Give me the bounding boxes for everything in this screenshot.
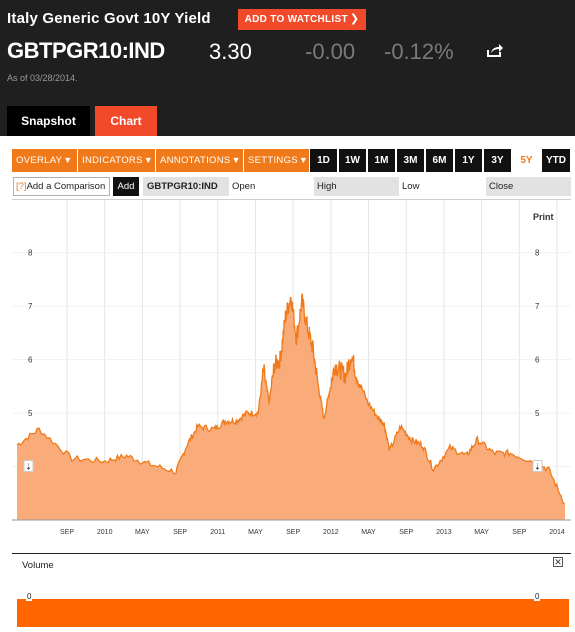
- add-to-watchlist-button[interactable]: ADD TO WATCHLIST ❯: [238, 9, 366, 30]
- marker-box-right: [532, 460, 543, 473]
- tab-chart[interactable]: Chart: [95, 106, 157, 136]
- x-tick-label: MAY: [474, 529, 489, 536]
- volume-panel: Volume ✕ 0 0: [12, 553, 571, 627]
- high-value: High: [314, 177, 399, 196]
- y-tick-label-right: 7: [535, 302, 540, 311]
- annotations-menu[interactable]: ANNOTATIONS▼: [156, 149, 244, 172]
- compare-add-button[interactable]: Add: [113, 177, 139, 196]
- compare-input[interactable]: [?]Add a Comparison: [13, 177, 110, 196]
- x-tick-label: SEP: [399, 529, 413, 536]
- caret-down-icon: ▼: [231, 155, 241, 165]
- y-tick-label-left: 6: [28, 356, 33, 365]
- range-1w-button[interactable]: 1W: [339, 149, 366, 172]
- down-arrow-icon: ⇣: [534, 463, 541, 472]
- close-value: Close: [486, 177, 571, 196]
- x-tick-label: 2011: [210, 529, 225, 536]
- range-3m-button[interactable]: 3M: [397, 149, 424, 172]
- yield-line: [16, 293, 566, 505]
- x-tick-label: SEP: [173, 529, 187, 536]
- view-tabs: Snapshot Chart: [0, 100, 575, 136]
- price-change-percent: -0.12%: [384, 39, 454, 64]
- settings-menu-label: SETTINGS: [248, 155, 298, 166]
- caret-down-icon: ▼: [143, 155, 153, 165]
- range-1y-button[interactable]: 1Y: [455, 149, 482, 172]
- close-icon[interactable]: ✕: [553, 557, 563, 567]
- compare-bar: [?]Add a Comparison Add GBTPGR10:IND Ope…: [12, 177, 571, 196]
- y-tick-label-left: 8: [28, 249, 33, 258]
- y-tick-label-right: 8: [535, 249, 540, 258]
- ticker-symbol: GBTPGR10:IND: [7, 38, 165, 63]
- range-3y-button[interactable]: 3Y: [484, 149, 511, 172]
- low-value: Low: [399, 177, 484, 196]
- yield-area-fill: [17, 293, 565, 520]
- x-tick-label: 2014: [549, 529, 565, 536]
- price-change: -0.00: [305, 39, 356, 64]
- indicators-menu-label: INDICATORS: [82, 155, 143, 166]
- open-value: Open: [229, 177, 314, 196]
- tab-snapshot[interactable]: Snapshot: [7, 106, 90, 136]
- x-tick-label: 2013: [436, 529, 452, 536]
- caret-down-icon: ▼: [63, 155, 73, 165]
- range-5y-button[interactable]: 5Y: [513, 149, 540, 172]
- volume-axis-right: 0: [534, 592, 541, 601]
- annotations-menu-label: ANNOTATIONS: [160, 155, 231, 166]
- overlay-menu[interactable]: OVERLAY▼: [12, 149, 78, 172]
- x-tick-label: MAY: [361, 529, 376, 536]
- volume-axis-left: 0: [26, 592, 33, 601]
- caret-down-icon: ▼: [298, 155, 309, 165]
- share-icon[interactable]: [486, 42, 504, 58]
- range-ytd-button[interactable]: YTD: [542, 149, 570, 172]
- security-title: Italy Generic Govt 10Y Yield: [7, 10, 211, 27]
- chart-toolbar: OVERLAY▼ INDICATORS▼ ANNOTATIONS▼ SETTIN…: [12, 149, 571, 172]
- y-tick-label-right: 5: [535, 409, 540, 418]
- down-arrow-icon: ⇣: [25, 463, 32, 472]
- compare-ticker: GBTPGR10:IND: [143, 177, 229, 196]
- yield-area-chart[interactable]: SEP 2010 MAY SEP 2011 MAY SEP 2012 MAY SEP 2013 MAY…: [12, 200, 571, 552]
- y-tick-label-right: 6: [535, 356, 540, 365]
- range-1d-button[interactable]: 1D: [310, 149, 337, 172]
- marker-box-left: [23, 460, 34, 473]
- x-tick-label: SEP: [60, 529, 74, 536]
- volume-bar: [17, 599, 569, 627]
- price-chart: SEP 2010 MAY SEP 2011 MAY SEP 2012 MAY SEP 2013 MAY…: [12, 199, 571, 552]
- range-1m-button[interactable]: 1M: [368, 149, 395, 172]
- x-tick-label: 2010: [97, 529, 113, 536]
- help-icon[interactable]: [?]: [16, 181, 27, 192]
- y-tick-label-left: 5: [28, 409, 33, 418]
- quote-header: Italy Generic Govt 10Y Yield ADD TO WATC…: [0, 0, 575, 100]
- print-button[interactable]: Print: [533, 212, 554, 222]
- x-tick-label: MAY: [248, 529, 263, 536]
- x-tick-label: 2012: [323, 529, 339, 536]
- x-tick-label: SEP: [512, 529, 526, 536]
- range-6m-button[interactable]: 6M: [426, 149, 453, 172]
- x-tick-label: MAY: [135, 529, 150, 536]
- overlay-menu-label: OVERLAY: [16, 155, 63, 166]
- indicators-menu[interactable]: INDICATORS▼: [78, 149, 156, 172]
- x-tick-label: SEP: [286, 529, 300, 536]
- chevron-right-icon: ❯: [349, 13, 360, 25]
- settings-menu[interactable]: SETTINGS▼: [244, 149, 310, 172]
- volume-label: Volume: [22, 560, 54, 571]
- add-to-watchlist-label: ADD TO WATCHLIST: [244, 14, 348, 25]
- as-of-date: As of 03/28/2014.: [7, 73, 78, 83]
- y-tick-label-left: 7: [28, 302, 33, 311]
- last-price: 3.30: [209, 39, 252, 64]
- compare-placeholder: Add a Comparison: [26, 181, 106, 192]
